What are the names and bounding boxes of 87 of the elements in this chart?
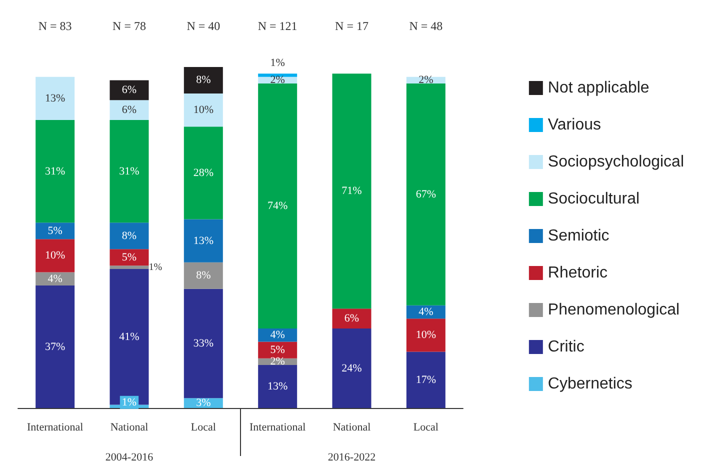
bar — [184, 93, 223, 127]
legend-label: Not applicable — [548, 80, 650, 96]
x-tick-label: National — [110, 422, 148, 434]
data-label: 13% — [267, 380, 288, 392]
bar — [36, 286, 75, 408]
bar — [36, 76, 75, 120]
legend-label: Rhetoric — [548, 264, 608, 282]
data-label: 5% — [270, 344, 285, 356]
text: 2016-2022 — [328, 452, 376, 464]
bar — [258, 328, 298, 342]
data-label: 1% — [148, 262, 162, 273]
bar — [184, 67, 223, 94]
text: N = 17 — [335, 19, 368, 33]
x-tick-label: Local — [190, 422, 216, 434]
legend-label: Sociocultural — [548, 190, 640, 208]
legend-label: Critic — [548, 338, 584, 356]
bar — [110, 266, 149, 269]
bar — [258, 74, 298, 77]
data-label: 6% — [122, 84, 137, 96]
legend-label: Semiotic — [548, 228, 610, 244]
bar — [36, 222, 75, 240]
text: N = 78 — [112, 19, 146, 33]
data-label: 6% — [122, 104, 137, 116]
data-label: 28% — [193, 166, 214, 179]
bar — [110, 100, 149, 120]
bar — [406, 318, 446, 352]
bar — [406, 84, 446, 306]
text: N = 83 — [38, 19, 72, 33]
data-label: 17% — [416, 374, 436, 386]
legend-label: Phenomenological — [548, 302, 680, 318]
data-label: 33% — [193, 337, 214, 350]
text: N = 48 — [409, 19, 443, 33]
data-label: 3% — [196, 397, 211, 410]
bar — [110, 268, 149, 405]
data-label: 8% — [122, 230, 137, 242]
bar — [332, 74, 372, 309]
text: N = 40 — [186, 19, 220, 33]
data-label: 31% — [44, 165, 66, 178]
data-label: 10% — [416, 329, 436, 342]
bar — [110, 249, 149, 266]
data-label: 67% — [416, 188, 436, 200]
data-label: 4% — [270, 329, 285, 342]
data-label: 71% — [342, 185, 362, 198]
bar — [184, 262, 223, 289]
bar — [36, 239, 75, 272]
data-label: 37% — [44, 340, 66, 353]
x-tick-label: Local — [413, 422, 438, 434]
data-label: 24% — [342, 362, 362, 374]
bar — [332, 308, 372, 329]
data-label: 8% — [196, 74, 211, 86]
data-label: 1% — [122, 396, 137, 408]
data-label: 6% — [344, 312, 360, 325]
bar — [332, 328, 372, 408]
data-label: 5% — [122, 251, 137, 264]
data-label: 5% — [48, 224, 62, 237]
bar — [258, 84, 298, 329]
data-label: 10% — [44, 250, 66, 262]
data-label: 2% — [418, 74, 434, 86]
bar — [258, 364, 298, 408]
bar — [406, 352, 446, 408]
text: N = 121 — [258, 19, 298, 33]
x-tick-label: International — [249, 422, 306, 434]
data-label: 2% — [270, 74, 285, 86]
legend-label: Sociopsychological — [548, 154, 684, 170]
data-label: 1% — [270, 57, 285, 70]
data-label: 4% — [48, 272, 62, 285]
data-label: 10% — [193, 104, 214, 116]
x-tick-label: International — [26, 422, 84, 434]
data-label: 8% — [196, 270, 211, 282]
legend-label: Various — [548, 116, 601, 134]
data-label: 31% — [119, 165, 140, 178]
bar — [36, 120, 75, 223]
data-label: 13% — [193, 234, 214, 247]
bar — [110, 222, 149, 250]
bar — [184, 288, 223, 398]
x-tick-label: National — [332, 422, 371, 434]
data-label: 41% — [119, 330, 140, 343]
data-label: 4% — [418, 306, 434, 318]
bar — [184, 219, 223, 262]
data-label: 74% — [267, 200, 288, 212]
legend-label: Cybernetics — [548, 376, 632, 392]
data-label: 2% — [270, 356, 285, 368]
bar — [110, 120, 149, 223]
bar — [110, 80, 149, 100]
data-label: 13% — [44, 92, 66, 104]
bar — [184, 126, 223, 220]
text: 2004-2016 — [105, 452, 154, 464]
